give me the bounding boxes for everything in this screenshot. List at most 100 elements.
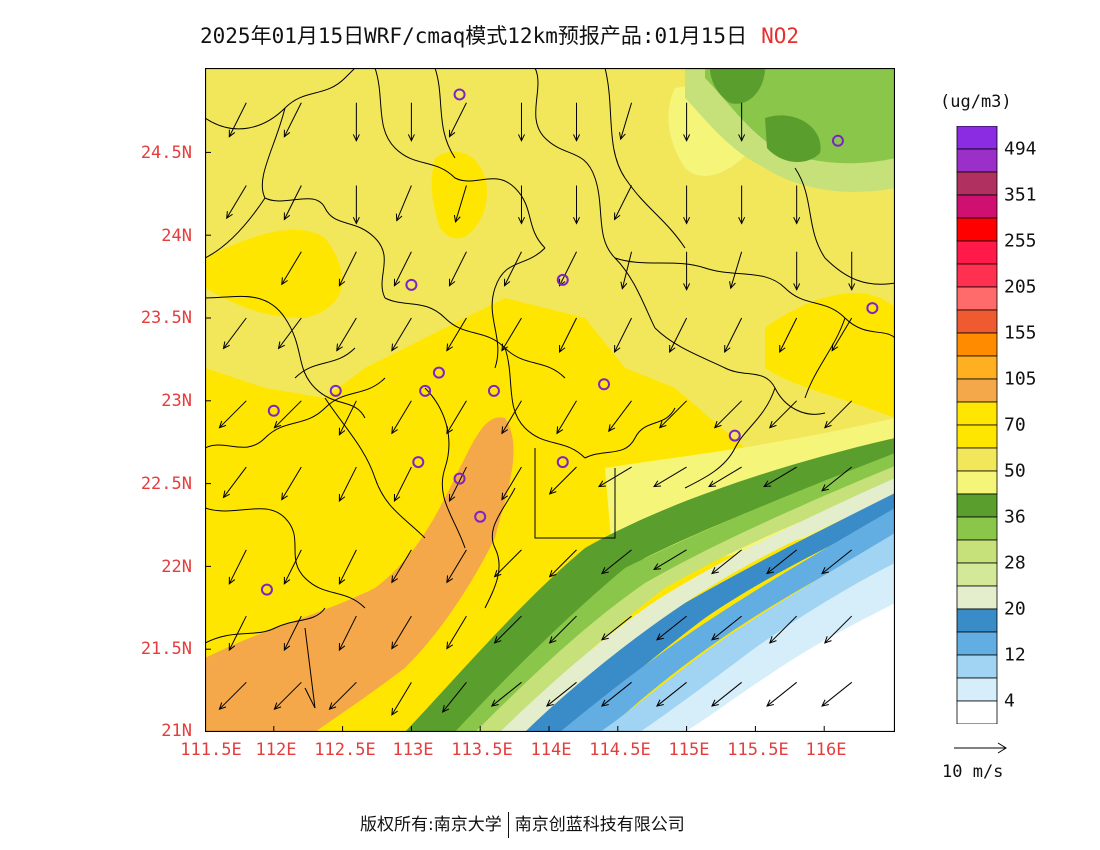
wind-arrow (453, 185, 467, 224)
wind-arrow (738, 102, 746, 142)
wind-arrow (831, 317, 853, 352)
colorbar-label: 70 (1004, 414, 1026, 436)
wind-arrow (711, 549, 742, 575)
reference-wind-arrow (954, 742, 1007, 754)
lat-label-23: 23N (161, 391, 192, 411)
wind-arrow (228, 615, 247, 652)
admin-boundaries (205, 68, 895, 709)
wind-arrow (228, 102, 247, 138)
wind-arrow (517, 185, 525, 225)
wind-arrow (222, 317, 247, 350)
wind-arrow (683, 102, 691, 142)
monitoring-station-marker (412, 456, 425, 469)
wind-arrow (338, 615, 357, 652)
wind-arrow (793, 185, 801, 225)
wind-arrow (283, 185, 302, 221)
colorbar-swatch (956, 240, 998, 265)
colorbar-swatch (956, 654, 998, 679)
monitoring-station-marker (453, 472, 466, 485)
orange-pollution-band (205, 417, 514, 732)
green-band-mid (455, 453, 895, 732)
northwest-yellow-patch (205, 229, 343, 318)
wind-arrow (391, 549, 412, 584)
colorbar-label: 4 (1004, 690, 1015, 712)
central-yellow-patch (431, 151, 487, 239)
forecast-map (205, 68, 895, 732)
colorbar-swatch (956, 332, 998, 357)
wind-arrow (407, 102, 415, 142)
lat-label-21-5: 21.5N (140, 639, 192, 659)
wind-arrow (573, 102, 581, 142)
wind-arrow (763, 466, 797, 488)
wind-arrow (448, 102, 467, 138)
wind-arrow (273, 400, 302, 429)
wind-arrow (766, 681, 797, 707)
wind-arrow (656, 681, 687, 707)
wind-arrow (273, 681, 302, 711)
wind-arrow (824, 615, 853, 644)
monitoring-station-marker (556, 456, 569, 469)
wind-arrow (608, 400, 632, 433)
colorbar-label: 205 (1004, 276, 1037, 298)
lon-label-111-5: 111.5E (180, 740, 242, 760)
wind-arrows (218, 102, 856, 716)
wind-arrow (446, 615, 467, 650)
map-title: 2025年01月15日WRF/cmaq模式12km预报产品:01月15日 NO2 (200, 20, 920, 50)
monitoring-station-marker (260, 583, 273, 596)
wind-arrow (328, 681, 357, 711)
wind-arrow (766, 549, 797, 575)
company-text: 南京创蓝科技有限公司 (514, 815, 685, 835)
wind-arrow (619, 102, 633, 141)
colorbar (956, 126, 998, 724)
wind-arrow (545, 681, 577, 707)
monitoring-station-marker (405, 278, 418, 291)
wind-arrow (391, 682, 412, 716)
lon-label-112: 112E (255, 740, 297, 760)
colorbar-swatch (956, 401, 998, 426)
wind-arrow (226, 185, 247, 220)
lat-label-21: 21N (161, 721, 192, 741)
wind-arrow (793, 251, 801, 291)
colorbar-swatch (956, 585, 998, 610)
lat-label-24-5: 24.5N (140, 143, 192, 163)
colorbar-label: 255 (1004, 230, 1037, 252)
monitoring-station-marker (866, 302, 879, 315)
wind-arrow (336, 317, 357, 352)
wind-arrow (218, 681, 247, 711)
wind-arrow (501, 400, 522, 435)
wind-arrow (441, 682, 467, 713)
colorbar-swatch (956, 631, 998, 656)
pollutant-label: NO2 (761, 24, 800, 48)
colorbar-swatch (956, 539, 998, 564)
wind-arrow (573, 185, 581, 225)
monitoring-station-marker (831, 134, 844, 147)
monitoring-station-marker (598, 378, 611, 391)
wind-arrow (559, 317, 577, 354)
wind-arrow (281, 251, 302, 286)
wind-arrow (683, 185, 691, 225)
wind-arrow (824, 400, 853, 429)
wind-arrow (281, 466, 302, 501)
wind-arrow (501, 466, 522, 501)
colorbar-swatch (956, 424, 998, 449)
monitoring-station-marker (329, 384, 342, 397)
colorbar-swatch (956, 700, 998, 724)
wind-arrow (620, 251, 633, 290)
wind-arrow (283, 615, 302, 652)
colorbar-swatch (956, 217, 998, 242)
wind-arrow (391, 400, 412, 435)
wind-arrow (338, 400, 357, 436)
monitoring-station-marker (487, 384, 500, 397)
wind-arrow (338, 251, 357, 287)
wind-arrow (493, 549, 522, 578)
colorbar-swatch (956, 562, 998, 587)
wind-arrow (600, 615, 632, 641)
station-markers (260, 88, 879, 596)
monitoring-station-marker (556, 273, 569, 286)
wind-arrow (352, 102, 360, 142)
wind-arrow (283, 549, 302, 585)
lon-label-114: 114E (530, 740, 572, 760)
wind-arrow (779, 317, 798, 354)
copyright-text: 版权所有:南京大学 (360, 815, 502, 835)
wind-arrow (228, 549, 247, 585)
